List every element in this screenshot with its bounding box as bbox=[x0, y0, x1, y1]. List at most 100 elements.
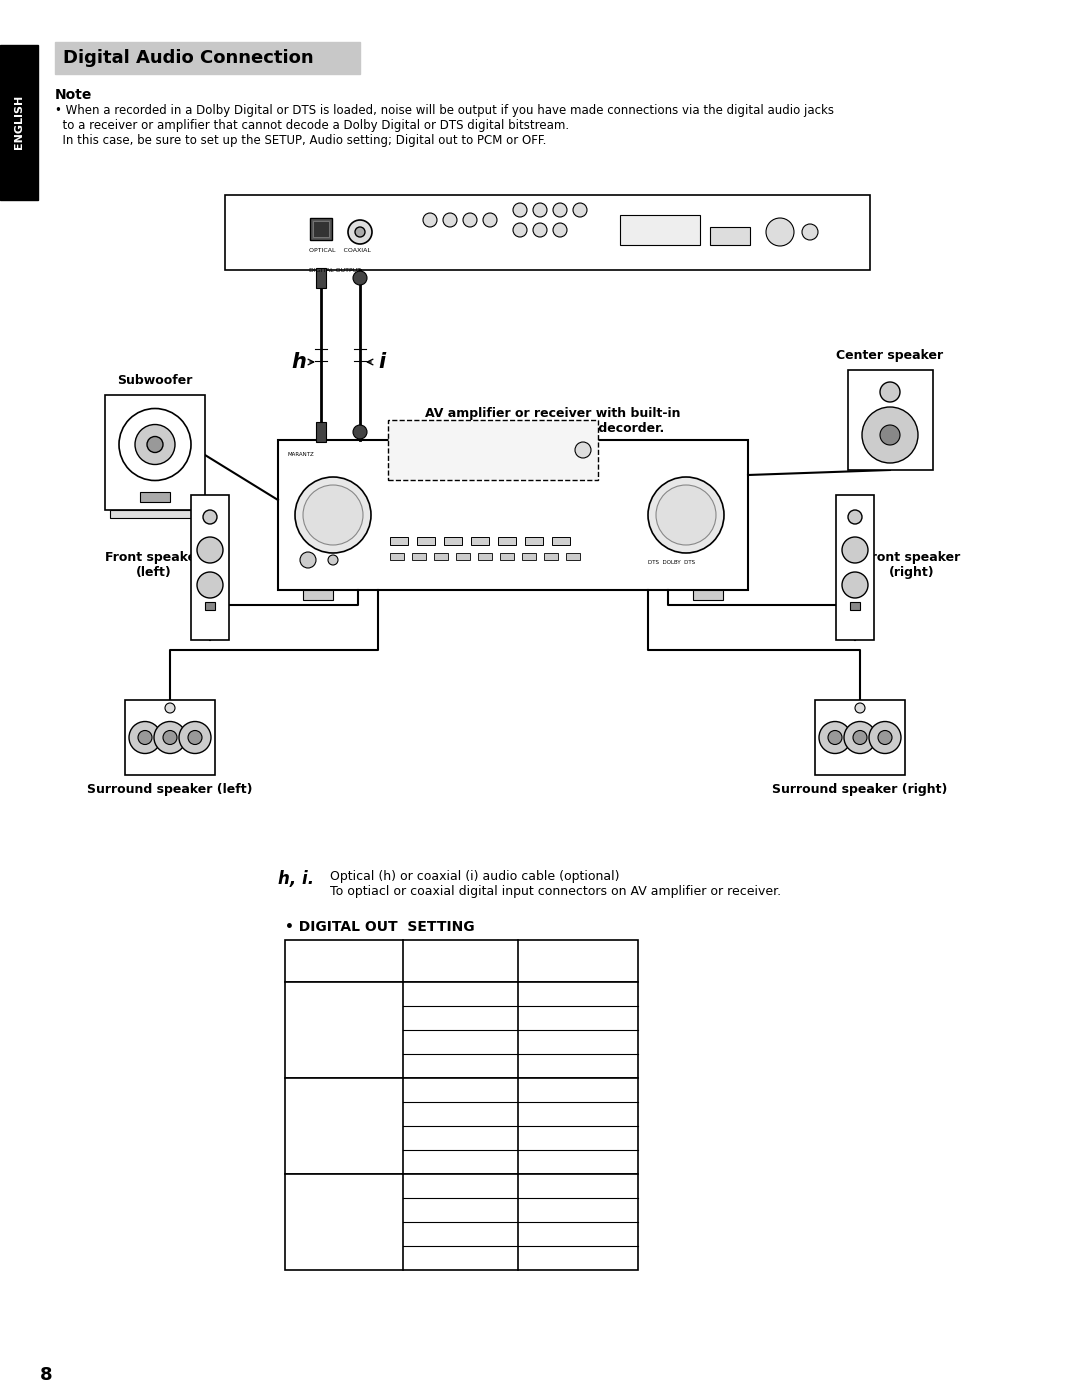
Text: DTS  DOLBY  DTS: DTS DOLBY DTS bbox=[648, 560, 696, 564]
Circle shape bbox=[862, 407, 918, 462]
Bar bbox=[552, 536, 570, 545]
Text: Front speaker
(left): Front speaker (left) bbox=[105, 550, 202, 578]
Bar bbox=[390, 536, 408, 545]
Circle shape bbox=[353, 425, 367, 439]
Text: Dolby Digital: Dolby Digital bbox=[536, 1084, 621, 1097]
Bar bbox=[850, 602, 860, 610]
Circle shape bbox=[802, 224, 818, 240]
Bar bbox=[110, 510, 200, 518]
Bar bbox=[566, 553, 580, 560]
Text: OPTICAL    COAXIAL: OPTICAL COAXIAL bbox=[309, 249, 370, 253]
Circle shape bbox=[165, 703, 175, 712]
Text: Subwoofer: Subwoofer bbox=[118, 374, 192, 387]
Text: In this case, be sure to set up the SETUP, Audio setting; Digital out to PCM or : In this case, be sure to set up the SETU… bbox=[55, 134, 546, 147]
Circle shape bbox=[573, 203, 588, 217]
Bar bbox=[285, 982, 638, 1078]
Circle shape bbox=[853, 731, 867, 745]
Circle shape bbox=[179, 721, 211, 753]
Bar bbox=[471, 536, 489, 545]
Bar bbox=[140, 492, 170, 502]
Text: 8: 8 bbox=[40, 1366, 53, 1384]
Text: PCM: PCM bbox=[565, 1228, 591, 1241]
Bar bbox=[285, 940, 638, 982]
Text: i: i bbox=[378, 352, 386, 372]
Text: to a receiver or amplifier that cannot decode a Dolby Digital or DTS digital bit: to a receiver or amplifier that cannot d… bbox=[55, 119, 569, 131]
Text: MPEG 2: MPEG 2 bbox=[438, 1059, 483, 1073]
Bar bbox=[848, 370, 932, 469]
Circle shape bbox=[534, 203, 546, 217]
Text: h: h bbox=[292, 352, 307, 372]
Bar bbox=[498, 536, 516, 545]
Text: ENGLISH: ENGLISH bbox=[14, 95, 24, 149]
Text: SETUP menu
Digital Out: SETUP menu Digital Out bbox=[299, 947, 389, 975]
Text: AV amplifier or receiver with built-in
Dolby Digital and DTS decorder.: AV amplifier or receiver with built-in D… bbox=[426, 407, 680, 434]
Bar bbox=[434, 553, 448, 560]
Bar bbox=[313, 221, 329, 237]
Text: –: – bbox=[575, 1035, 581, 1049]
Circle shape bbox=[656, 485, 716, 545]
Text: h, i.: h, i. bbox=[278, 870, 314, 888]
Circle shape bbox=[188, 731, 202, 745]
Bar bbox=[105, 395, 205, 510]
Circle shape bbox=[483, 212, 497, 226]
Text: –: – bbox=[575, 988, 581, 1000]
Circle shape bbox=[129, 721, 161, 753]
Text: BTSTREAM: BTSTREAM bbox=[306, 1119, 382, 1133]
Text: OFF: OFF bbox=[330, 1024, 357, 1037]
Bar bbox=[125, 700, 215, 775]
Bar bbox=[225, 196, 870, 270]
Text: –: – bbox=[575, 1011, 581, 1024]
Circle shape bbox=[766, 218, 794, 246]
Circle shape bbox=[295, 476, 372, 553]
Text: To optiacl or coaxial digital input connectors on AV amplifier or receiver.: To optiacl or coaxial digital input conn… bbox=[330, 886, 781, 898]
Bar bbox=[710, 226, 750, 244]
Circle shape bbox=[843, 721, 876, 753]
Circle shape bbox=[138, 731, 152, 745]
Circle shape bbox=[203, 510, 217, 524]
Circle shape bbox=[355, 226, 365, 237]
Circle shape bbox=[135, 425, 175, 464]
Text: Center speaker: Center speaker bbox=[836, 349, 944, 362]
Circle shape bbox=[154, 721, 186, 753]
Text: –: – bbox=[575, 1059, 581, 1073]
Circle shape bbox=[869, 721, 901, 753]
Circle shape bbox=[842, 536, 868, 563]
Bar bbox=[544, 553, 558, 560]
Bar bbox=[55, 42, 360, 74]
Circle shape bbox=[443, 212, 457, 226]
Text: DTS: DTS bbox=[566, 1203, 590, 1217]
Bar bbox=[0, 45, 38, 200]
Circle shape bbox=[553, 224, 567, 237]
Circle shape bbox=[878, 731, 892, 745]
Text: MPEG 2: MPEG 2 bbox=[438, 1252, 483, 1264]
Circle shape bbox=[197, 571, 222, 598]
Text: DTS: DTS bbox=[448, 1108, 472, 1120]
Circle shape bbox=[163, 731, 177, 745]
Text: PCM: PCM bbox=[448, 1035, 473, 1049]
Circle shape bbox=[300, 552, 316, 569]
Bar bbox=[456, 553, 470, 560]
Text: MPEG 2: MPEG 2 bbox=[438, 1155, 483, 1168]
Text: Digital Audio Connection: Digital Audio Connection bbox=[63, 49, 313, 67]
Text: PCM: PCM bbox=[448, 1132, 473, 1144]
Circle shape bbox=[353, 271, 367, 285]
Bar bbox=[815, 700, 905, 775]
Bar bbox=[836, 495, 874, 640]
Text: Dolby Digital: Dolby Digital bbox=[418, 988, 503, 1000]
Circle shape bbox=[648, 476, 724, 553]
Bar bbox=[417, 536, 435, 545]
Bar bbox=[205, 602, 215, 610]
Text: Surround speaker (left): Surround speaker (left) bbox=[87, 782, 253, 796]
Text: Note: Note bbox=[55, 88, 93, 102]
Circle shape bbox=[513, 224, 527, 237]
Text: PCM: PCM bbox=[448, 1228, 473, 1241]
Text: DTS: DTS bbox=[448, 1203, 472, 1217]
Circle shape bbox=[855, 703, 865, 712]
Circle shape bbox=[328, 555, 338, 564]
Text: PCM: PCM bbox=[328, 1215, 360, 1228]
Bar bbox=[444, 536, 462, 545]
Text: Dolby Digital: Dolby Digital bbox=[418, 1084, 503, 1097]
Circle shape bbox=[553, 203, 567, 217]
Text: Surround speaker (right): Surround speaker (right) bbox=[772, 782, 947, 796]
Circle shape bbox=[463, 212, 477, 226]
